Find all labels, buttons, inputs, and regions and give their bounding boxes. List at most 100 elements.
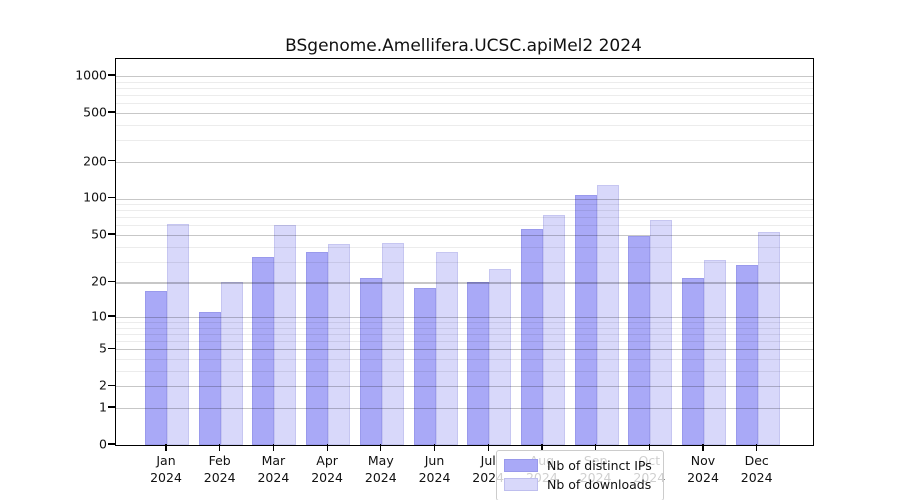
gridline-2	[116, 386, 813, 388]
y-tick-label-10: 10	[91, 308, 107, 324]
y-tick-mark-50	[108, 233, 115, 235]
bar-downloads-oct	[650, 220, 673, 445]
gridline-400	[116, 124, 813, 126]
y-tick-mark-500	[108, 111, 115, 113]
gridline-700	[116, 95, 813, 96]
bar-distinct-ips-jul	[467, 282, 490, 445]
bar-distinct-ips-apr	[306, 252, 329, 445]
gridline-6	[116, 341, 813, 343]
bar-downloads-apr	[328, 244, 351, 445]
gridline-8	[116, 327, 813, 329]
y-tick-label-200: 200	[83, 153, 107, 169]
legend-swatch-downloads	[504, 478, 538, 491]
legend-item-downloads: Nb of downloads	[504, 475, 654, 494]
y-tick-label-1: 1	[99, 399, 107, 415]
gridline-80	[116, 210, 813, 212]
gridline-9	[116, 322, 813, 323]
y-tick-mark-2	[108, 384, 115, 386]
bars-layer	[116, 59, 813, 445]
gridline-60	[116, 225, 813, 227]
gridline-4	[116, 359, 813, 360]
bar-distinct-ips-dec	[735, 265, 758, 445]
x-tick-label-may: May 2024	[364, 453, 397, 485]
gridline-600	[116, 103, 813, 105]
y-tick-label-500: 500	[83, 104, 107, 120]
gridline-50	[116, 235, 813, 237]
x-tick-mark-jan	[165, 444, 167, 451]
gridline-800	[116, 87, 813, 89]
grid-layer	[116, 59, 813, 445]
legend-label-downloads: Nb of downloads	[547, 477, 652, 492]
legend-swatch-distinct-ips	[504, 459, 538, 472]
x-tick-mark-apr	[326, 444, 328, 451]
bar-downloads-jun	[435, 252, 458, 445]
gridline-500	[116, 112, 813, 115]
gridline-100	[116, 198, 813, 200]
plot-area: Nb of distinct IPs Nb of downloads	[115, 58, 814, 500]
x-tick-mark-dec	[756, 444, 758, 451]
bar-distinct-ips-feb	[198, 312, 221, 445]
bar-downloads-feb	[220, 282, 243, 445]
gridline-70	[116, 217, 813, 219]
x-tick-label-nov: Nov 2024	[687, 453, 719, 485]
y-tick-mark-20	[108, 280, 115, 283]
gridline-900	[116, 81, 813, 83]
legend-item-distinct-ips: Nb of distinct IPs	[504, 456, 654, 475]
x-tick-label-apr: Apr 2024	[311, 453, 343, 485]
gridline-20	[116, 282, 813, 284]
bar-downloads-jul	[489, 268, 512, 445]
legend: Nb of distinct IPs Nb of downloads	[496, 450, 664, 500]
bar-downloads-may	[381, 242, 404, 445]
x-tick-mark-may	[380, 444, 382, 451]
x-tick-mark-jun	[433, 444, 436, 451]
x-tick-label-mar: Mar 2024	[257, 453, 290, 485]
bar-distinct-ips-may	[359, 277, 382, 445]
bar-distinct-ips-jun	[413, 287, 436, 445]
y-tick-mark-1000	[108, 74, 115, 76]
bar-distinct-ips-sep	[574, 195, 597, 445]
bar-downloads-sep	[596, 184, 619, 445]
bar-downloads-nov	[704, 259, 726, 445]
y-tick-label-20: 20	[91, 273, 107, 289]
gridline-200	[116, 161, 813, 163]
y-tick-mark-200	[108, 160, 115, 162]
y-tick-mark-10	[108, 315, 115, 317]
x-tick-label-jun: Jun 2024	[418, 453, 451, 485]
y-tick-label-5: 5	[99, 340, 107, 356]
y-tick-mark-1	[108, 406, 115, 408]
x-tick-mark-oct	[648, 444, 650, 451]
bar-distinct-ips-nov	[682, 277, 704, 445]
y-tick-mark-5	[108, 347, 115, 349]
y-tick-mark-0	[108, 443, 115, 445]
y-tick-label-2: 2	[99, 377, 107, 393]
bar-distinct-ips-aug	[520, 229, 543, 445]
gridline-90	[116, 204, 813, 205]
x-tick-mark-feb	[219, 444, 221, 451]
bar-downloads-jan	[167, 223, 189, 445]
gridline-7	[116, 333, 813, 335]
legend-label-distinct-ips: Nb of distinct IPs	[547, 458, 652, 473]
bar-downloads-mar	[274, 225, 297, 445]
x-tick-mark-sep	[595, 444, 597, 451]
gridline-300	[116, 140, 813, 142]
bar-distinct-ips-oct	[628, 236, 651, 445]
y-tick-label-100: 100	[83, 189, 107, 205]
bar-distinct-ips-mar	[252, 256, 275, 445]
y-tick-mark-100	[108, 196, 115, 199]
x-tick-mark-jul	[487, 444, 489, 451]
gridline-5	[116, 349, 813, 351]
x-tick-mark-nov	[702, 444, 704, 451]
gridline-10	[116, 316, 813, 319]
x-tick-mark-aug	[541, 444, 543, 451]
gridline-40	[116, 246, 813, 248]
gridline-30	[116, 261, 813, 263]
bar-downloads-dec	[757, 231, 780, 445]
x-tick-mark-mar	[272, 444, 275, 451]
chart-title: BSgenome.Amellifera.UCSC.apiMel2 2024	[285, 36, 642, 56]
gridline-1	[116, 408, 813, 410]
y-tick-label-0: 0	[99, 436, 107, 452]
bar-distinct-ips-jan	[145, 290, 167, 445]
x-tick-label-feb: Feb 2024	[203, 453, 236, 485]
y-tick-label-1000: 1000	[75, 67, 107, 83]
gridline-3	[116, 370, 813, 372]
